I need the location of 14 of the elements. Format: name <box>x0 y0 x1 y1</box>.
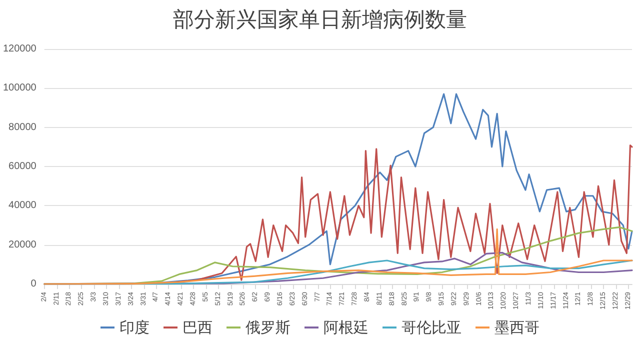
y-tick-label: 0 <box>30 278 37 290</box>
legend-label: 印度 <box>120 318 150 336</box>
y-tick-label: 100000 <box>2 82 37 94</box>
y-tick-label: 20000 <box>8 239 37 250</box>
y-tick-label: 40000 <box>8 200 37 212</box>
legend-label: 哥伦比亚 <box>402 318 462 336</box>
legend-label: 阿根廷 <box>324 318 368 336</box>
y-tick-label: 120000 <box>2 44 37 54</box>
legend-label: 墨西哥 <box>494 318 540 336</box>
chart-title: 部分新兴国家单日新增病例数量 <box>173 8 467 32</box>
legend-label: 巴西 <box>182 318 212 336</box>
y-tick-label: 80000 <box>8 122 37 133</box>
legend-label: 俄罗斯 <box>246 318 290 336</box>
y-tick-label: 60000 <box>8 161 37 172</box>
